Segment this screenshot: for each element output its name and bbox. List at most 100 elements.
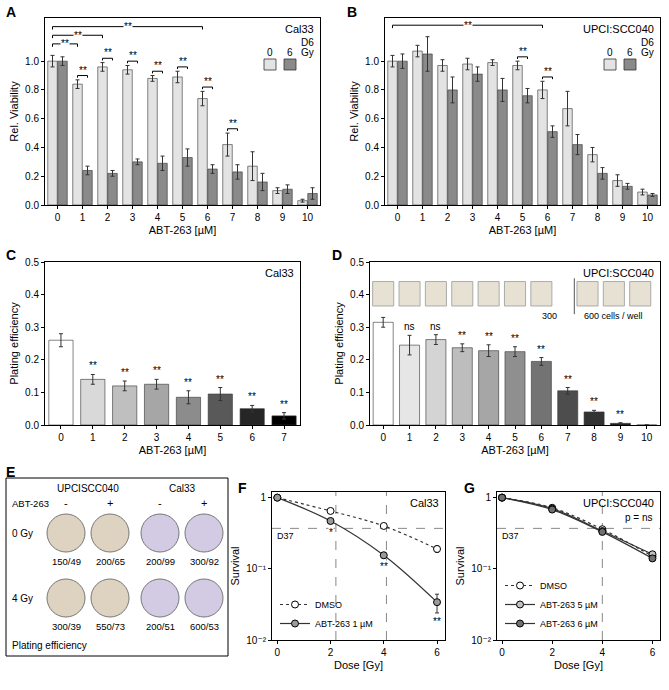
svg-text:10⁻¹: 10⁻¹ [471,563,491,574]
svg-text:Cal33: Cal33 [169,483,196,494]
svg-text:DMSO: DMSO [315,600,342,610]
svg-text:C: C [6,247,16,263]
svg-text:10: 10 [641,432,653,443]
svg-text:Plating efficiency: Plating efficiency [333,302,345,385]
svg-text:0.3: 0.3 [25,322,39,333]
svg-text:Plating efficiency: Plating efficiency [12,640,87,651]
svg-text:200/99: 200/99 [146,556,175,567]
svg-text:ABT-263 5 µM: ABT-263 5 µM [540,600,598,610]
svg-text:ABT-263 [µM]: ABT-263 [µM] [149,224,216,236]
svg-text:D37: D37 [277,531,294,541]
svg-text:5: 5 [520,212,526,223]
svg-text:600/53: 600/53 [190,621,219,632]
svg-text:0: 0 [499,647,505,658]
svg-text:ABT-263 [µM]: ABT-263 [µM] [489,224,556,236]
svg-text:0.8: 0.8 [25,84,39,95]
svg-text:6: 6 [205,212,211,223]
svg-text:**: ** [458,330,466,341]
svg-text:10⁻¹: 10⁻¹ [246,563,266,574]
svg-text:0.3: 0.3 [350,322,364,333]
svg-text:ABT-263 [µM]: ABT-263 [µM] [139,444,206,456]
svg-text:6: 6 [434,647,440,658]
svg-text:Survival: Survival [229,546,241,585]
svg-text:D: D [332,247,342,263]
svg-text:8: 8 [595,212,601,223]
svg-text:6: 6 [650,647,656,658]
svg-text:-: - [64,497,68,509]
svg-text:200/65: 200/65 [96,556,125,567]
svg-text:8: 8 [255,212,261,223]
svg-text:ABT-263: ABT-263 [12,498,49,509]
svg-text:ABT-263 6 µM: ABT-263 6 µM [540,619,598,629]
svg-text:ns: ns [430,321,441,332]
svg-text:7: 7 [570,212,576,223]
svg-text:**: ** [124,21,132,32]
svg-text:0.2: 0.2 [365,171,379,182]
svg-text:0: 0 [380,432,386,443]
svg-text:9: 9 [618,432,624,443]
svg-text:Rel. Viability: Rel. Viability [348,81,360,142]
svg-text:0.0: 0.0 [350,420,364,431]
svg-text:Gy: Gy [301,47,314,58]
svg-text:Gy: Gy [641,47,654,58]
svg-text:ABT-263 [µM]: ABT-263 [µM] [481,444,548,456]
svg-text:6: 6 [287,47,293,58]
svg-text:0.8: 0.8 [365,84,379,95]
svg-text:6: 6 [627,47,633,58]
svg-text:5: 5 [218,432,224,443]
svg-text:10⁻²: 10⁻² [471,635,491,646]
svg-text:200/51: 200/51 [146,621,175,632]
svg-text:0.2: 0.2 [25,171,39,182]
svg-text:2: 2 [445,212,451,223]
svg-text:F: F [238,480,247,496]
svg-text:10⁻²: 10⁻² [246,635,266,646]
svg-text:550/73: 550/73 [96,621,125,632]
svg-text:0.0: 0.0 [25,420,39,431]
svg-text:1: 1 [260,492,266,503]
svg-text:300/92: 300/92 [190,556,219,567]
svg-text:UPCISCC040: UPCISCC040 [57,483,119,494]
svg-text:0: 0 [58,432,64,443]
svg-text:5: 5 [512,432,518,443]
svg-text:**: ** [129,50,137,61]
svg-text:**: ** [154,60,162,71]
svg-text:**: ** [485,331,493,342]
svg-text:0.5: 0.5 [350,257,364,268]
svg-text:**: ** [104,47,112,58]
svg-text:0.4: 0.4 [350,289,364,300]
svg-text:600 cells / well: 600 cells / well [584,311,643,321]
svg-text:3: 3 [470,212,476,223]
svg-text:7: 7 [230,212,236,223]
svg-text:1.0: 1.0 [365,56,379,67]
svg-text:A: A [6,4,16,20]
svg-text:**: ** [564,374,572,385]
svg-text:D37: D37 [502,531,519,541]
svg-text:0: 0 [607,47,613,58]
svg-text:ABT-263 1 µM: ABT-263 1 µM [315,619,373,629]
svg-text:**: ** [179,56,187,67]
svg-text:UPCI:SCC040: UPCI:SCC040 [583,497,654,509]
svg-text:4: 4 [495,212,501,223]
svg-text:**: ** [537,344,545,355]
svg-text:**: ** [519,46,527,57]
svg-text:Dose [Gy]: Dose [Gy] [554,659,603,671]
svg-text:p = ns: p = ns [625,512,653,523]
svg-text:**: ** [121,367,129,378]
svg-text:Rel. Viability: Rel. Viability [8,81,20,142]
svg-text:1: 1 [90,432,96,443]
svg-text:2: 2 [549,647,555,658]
svg-text:D6: D6 [641,37,654,48]
svg-text:7: 7 [565,432,571,443]
svg-text:8: 8 [591,432,597,443]
svg-text:4: 4 [381,647,387,658]
svg-text:**: ** [79,65,87,76]
svg-text:Cal33: Cal33 [410,497,439,509]
svg-text:DMSO: DMSO [540,581,567,591]
svg-text:300/39: 300/39 [52,621,81,632]
svg-text:10: 10 [302,212,314,223]
svg-text:9: 9 [280,212,286,223]
svg-text:**: ** [61,38,69,49]
svg-text:3: 3 [130,212,136,223]
svg-text:6: 6 [249,432,255,443]
svg-text:0 Gy: 0 Gy [12,528,33,539]
